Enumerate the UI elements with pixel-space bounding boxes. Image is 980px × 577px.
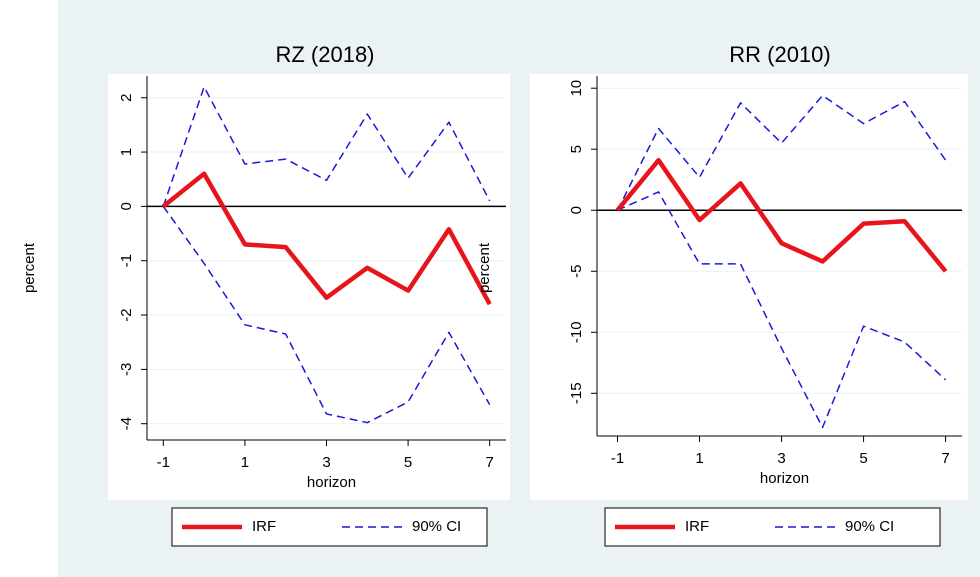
- y-tick-label: -3: [118, 363, 135, 376]
- ci-lower-line: [162, 205, 491, 424]
- legend-label: IRF: [252, 518, 276, 535]
- y-tick-label: 5: [568, 145, 585, 153]
- y-axis-label: percent: [21, 242, 38, 293]
- y-tick-label: -2: [118, 308, 135, 321]
- y-tick-label: -4: [118, 417, 135, 430]
- legend-label: 90% CI: [845, 518, 894, 535]
- x-tick-label: 7: [486, 454, 494, 471]
- y-tick-label: 1: [118, 148, 135, 156]
- x-tick-label: 1: [241, 454, 249, 471]
- x-tick-label: 3: [322, 454, 330, 471]
- y-tick-label: -10: [568, 321, 585, 343]
- x-tick-label: -1: [611, 450, 624, 467]
- x-axis-label: horizon: [307, 474, 356, 491]
- x-tick-label: 5: [404, 454, 412, 471]
- ci-lower-line: [617, 191, 947, 429]
- y-tick-label: 0: [118, 202, 135, 210]
- y-tick-label: -5: [568, 265, 585, 278]
- y-tick-label: 2: [118, 94, 135, 102]
- y-tick-label: -15: [568, 382, 585, 404]
- x-tick-label: 7: [941, 450, 949, 467]
- chart-title: RR (2010): [729, 42, 830, 67]
- x-tick-label: 1: [695, 450, 703, 467]
- y-tick-label: 0: [568, 206, 585, 214]
- x-tick-label: 3: [777, 450, 785, 467]
- plot-region: [108, 74, 510, 500]
- irf-line: [161, 171, 492, 306]
- chart-title: RZ (2018): [275, 42, 374, 67]
- x-tick-label: 5: [859, 450, 867, 467]
- y-axis-label: percent: [476, 242, 493, 293]
- legend-label: IRF: [685, 518, 709, 535]
- x-tick-label: -1: [157, 454, 170, 471]
- ci-upper-line: [162, 86, 491, 207]
- x-axis-label: horizon: [760, 470, 809, 487]
- irf-line: [615, 157, 948, 273]
- plot-region: [530, 74, 968, 500]
- legend-label: 90% CI: [412, 518, 461, 535]
- y-tick-label: 10: [568, 80, 585, 97]
- y-tick-label: -1: [118, 254, 135, 267]
